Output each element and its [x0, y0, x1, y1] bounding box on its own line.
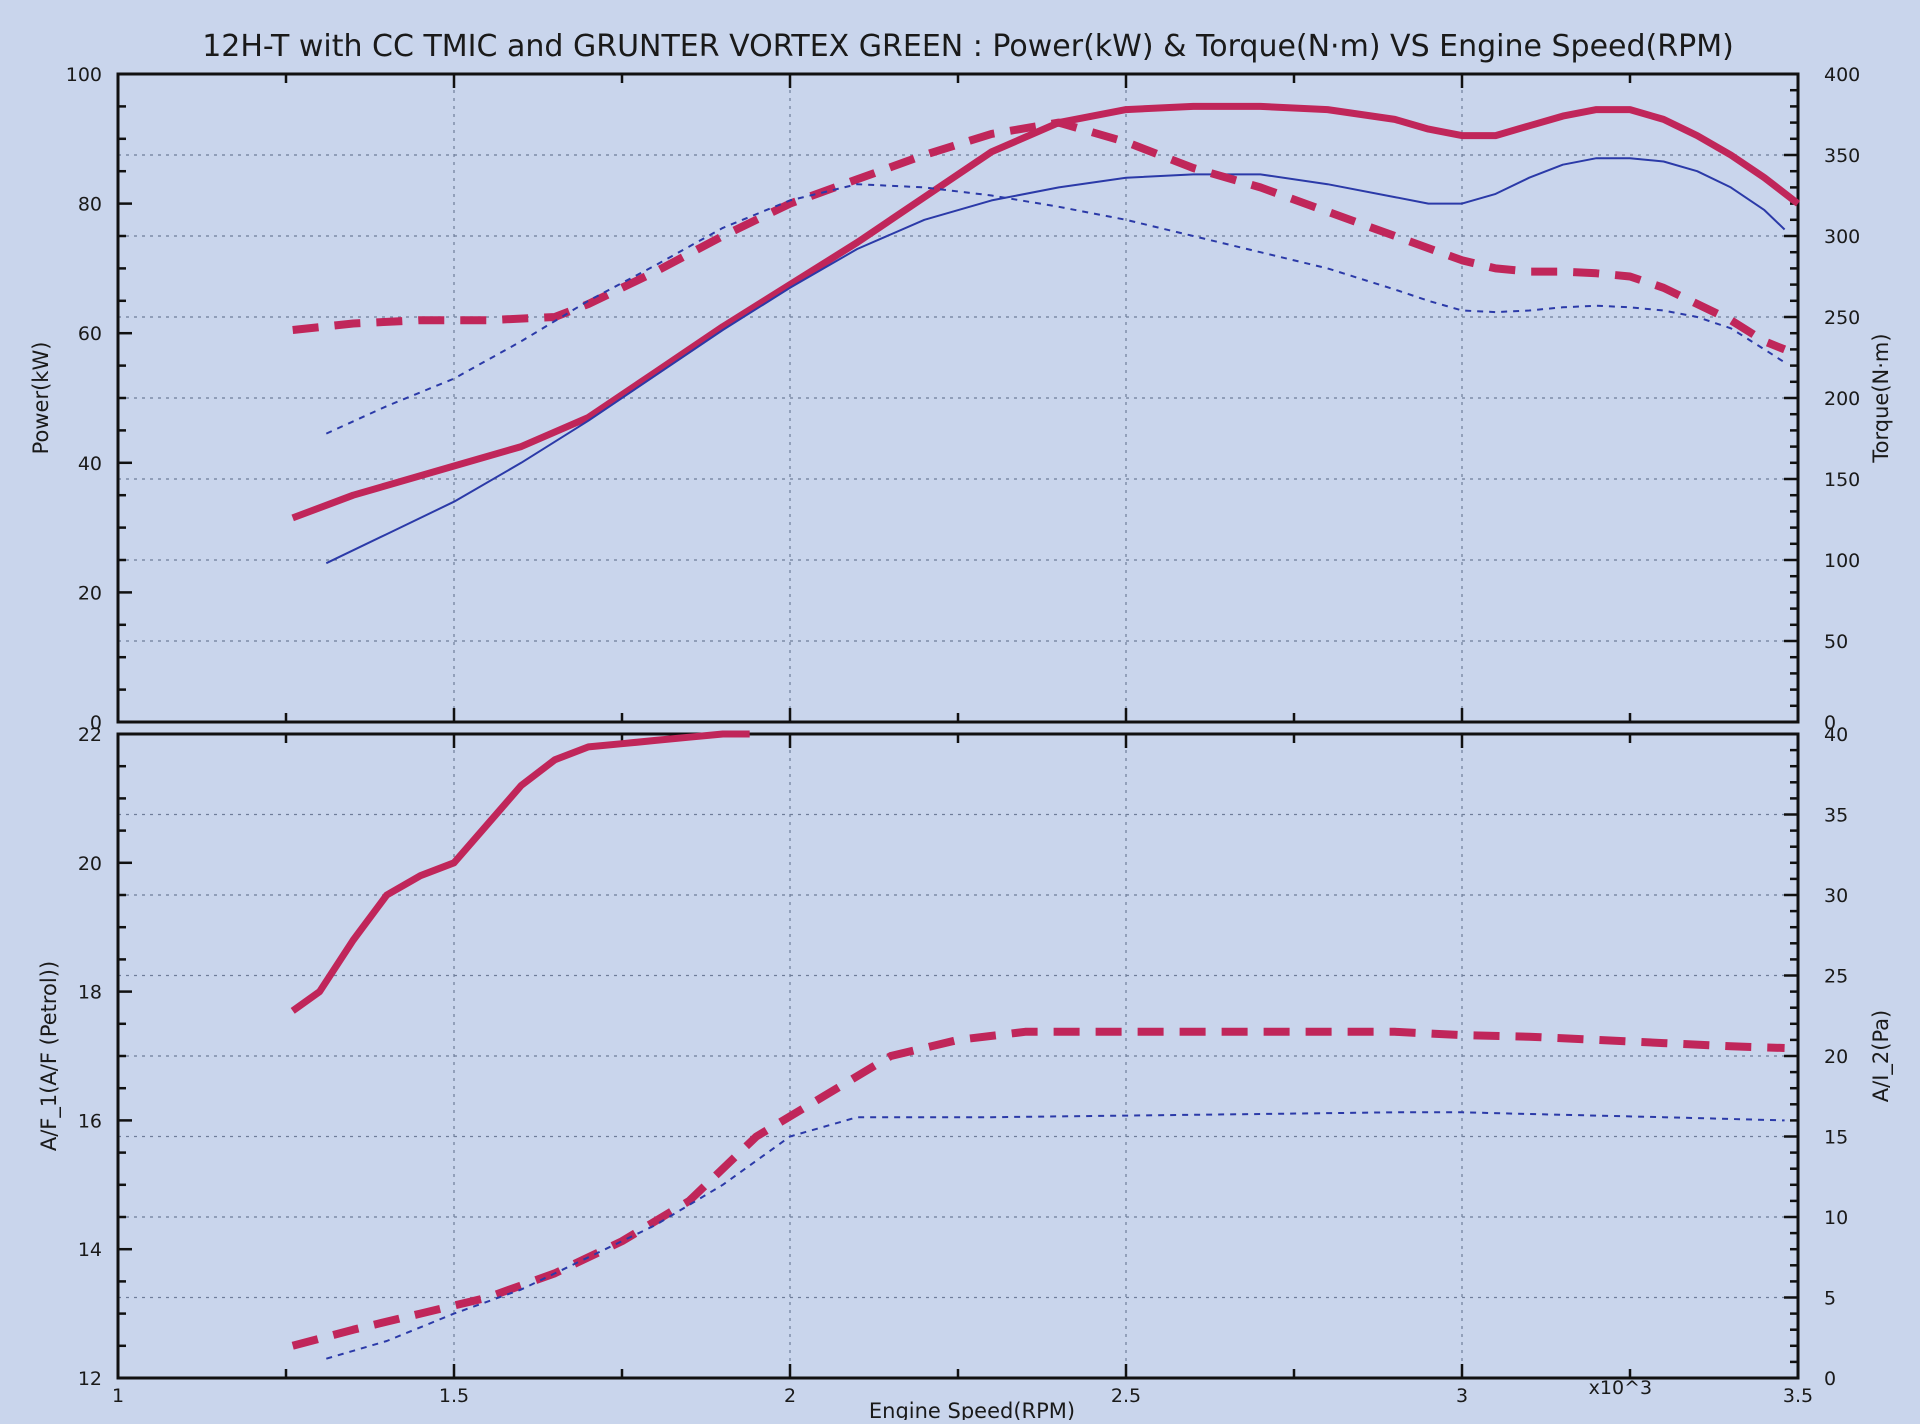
y-tick-label-right: 300 — [1824, 226, 1860, 248]
series-line-3 — [325, 183, 1786, 435]
x-axis-label: Engine Speed(RPM) — [869, 1399, 1075, 1420]
y-axis-label-right: A/I_2(Pa) — [1869, 1010, 1894, 1102]
x-tick-label: 2.5 — [1111, 1385, 1141, 1407]
y-tick-label-left: 40 — [78, 453, 102, 475]
x-ticks — [116, 74, 1800, 722]
y-tick-label-right: 400 — [1824, 64, 1860, 86]
chart-title: 12H-T with CC TMIC and GRUNTER VORTEX GR… — [202, 29, 1734, 64]
left-y-ticks: 0 20 40 60 80 100 — [66, 64, 132, 734]
x-tick-label: 3.5 — [1783, 1385, 1813, 1407]
series-line-2 — [292, 118, 1787, 354]
series-lines — [290, 730, 1785, 1360]
x-tick-label: 2 — [784, 1385, 796, 1407]
air-fuel-panel: 12 14 16 18 20 22 0 5 10 15 20 25 30 35 40 A/F_1(A/F (P… — [37, 724, 1894, 1390]
series-line-0 — [291, 102, 1801, 522]
y-tick-label-right: 50 — [1824, 631, 1848, 653]
y-tick-label-right: 20 — [1824, 1046, 1848, 1068]
y-tick-label-right: 25 — [1824, 966, 1848, 988]
y-axis-label-left: A/F_1(A/F (Petrol)) — [37, 961, 62, 1151]
series-line-0 — [290, 730, 750, 1014]
x-tick-labels: 1 1.5 2 2.5 3 x10^3 3.5 — [112, 1377, 1813, 1407]
power-torque-panel: 0 20 40 60 80 100 0 50 100 150 200 250 300 350 400 Powe… — [29, 64, 1893, 734]
y-tick-label-right: 100 — [1824, 550, 1860, 572]
left-y-ticks: 12 14 16 18 20 22 — [78, 724, 132, 1390]
right-y-ticks: 0 50 100 150 200 250 300 350 400 — [1784, 64, 1860, 734]
series-line-1 — [291, 1027, 1785, 1350]
y-tick-label-right: 200 — [1824, 388, 1860, 410]
y-axis-label-right: Torque(N·m) — [1869, 333, 1893, 463]
x-tick-label: 3 — [1456, 1385, 1468, 1407]
y-tick-label-left: 16 — [78, 1110, 102, 1132]
y-tick-label-right: 350 — [1824, 145, 1860, 167]
y-tick-label-left: 60 — [78, 323, 102, 345]
y-tick-label-right: 5 — [1824, 1288, 1836, 1310]
y-tick-label-left: 22 — [78, 724, 102, 746]
y-tick-label-right: 35 — [1824, 805, 1848, 827]
y-tick-label-right: 40 — [1824, 724, 1848, 746]
y-tick-label-left: 18 — [78, 982, 102, 1004]
y-tick-label-left: 20 — [78, 582, 102, 604]
y-tick-label-left: 20 — [78, 853, 102, 875]
series-lines — [291, 102, 1801, 565]
y-axis-label-left: Power(kW) — [29, 342, 53, 455]
x-ticks — [116, 734, 1800, 1378]
series-line-1 — [325, 157, 1786, 565]
y-tick-label-right: 30 — [1824, 885, 1848, 907]
y-tick-label-left: 14 — [78, 1239, 102, 1261]
y-tick-label-right: 150 — [1824, 469, 1860, 491]
y-tick-label-left: 12 — [78, 1368, 102, 1390]
y-tick-label-left: 0 — [90, 712, 102, 734]
y-tick-label-left: 80 — [78, 194, 102, 216]
grid-lines — [118, 734, 1798, 1378]
x-tick-label: 1.5 — [439, 1385, 469, 1407]
series-line-2 — [326, 1111, 1785, 1360]
right-y-ticks: 0 5 10 15 20 25 30 35 40 — [1784, 724, 1848, 1390]
x-tick-label: x10^3 — [1589, 1377, 1652, 1399]
y-tick-label-right: 15 — [1824, 1127, 1848, 1149]
y-tick-label-right: 0 — [1824, 1368, 1836, 1390]
x-tick-label: 1 — [112, 1385, 124, 1407]
y-tick-label-right: 250 — [1824, 307, 1860, 329]
y-tick-label-right: 0 — [1824, 712, 1836, 734]
y-tick-label-left: 100 — [66, 64, 102, 86]
y-tick-label-right: 10 — [1824, 1207, 1848, 1229]
